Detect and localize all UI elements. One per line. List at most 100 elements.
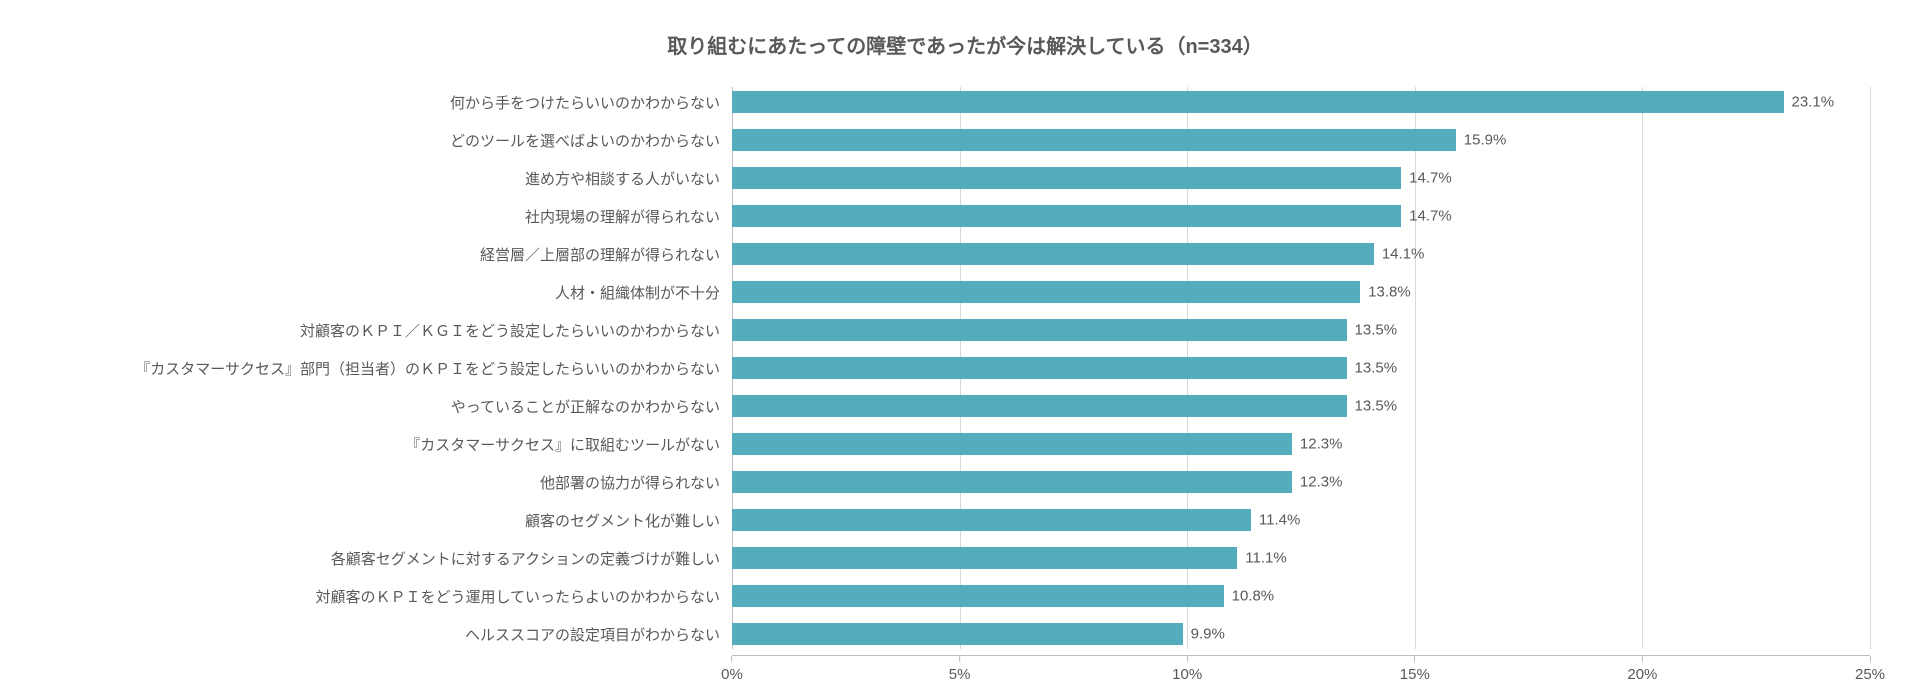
x-tick-mark	[1187, 656, 1188, 662]
bar-area: 9.9%	[732, 619, 1870, 649]
x-tick: 20%	[1627, 656, 1657, 683]
bar-area: 13.5%	[732, 391, 1870, 421]
bar-area: 23.1%	[732, 87, 1870, 117]
y-axis-label: やっていることが正解なのかわからない	[60, 396, 732, 417]
bar: 23.1%	[732, 91, 1784, 113]
y-axis-label: 対顧客のＫＰＩをどう運用していったらよいのかわからない	[60, 586, 732, 607]
bar-value-label: 11.1%	[1237, 550, 1286, 567]
y-axis-label: 『カスタマーサクセス』に取組むツールがない	[60, 434, 732, 455]
bar-value-label: 10.8%	[1224, 588, 1275, 605]
x-tick-label: 5%	[949, 666, 971, 683]
bar: 13.5%	[732, 395, 1347, 417]
bar: 9.9%	[732, 623, 1183, 645]
bar: 15.9%	[732, 129, 1456, 151]
bar-value-label: 12.3%	[1292, 474, 1343, 491]
x-tick: 0%	[721, 656, 743, 683]
y-axis-label: 進め方や相談する人がいない	[60, 168, 732, 189]
chart-container: 取り組むにあたっての障壁であったが今は解決している（n=334） 何から手をつけ…	[0, 0, 1930, 693]
chart-row: 進め方や相談する人がいない14.7%	[60, 163, 1870, 193]
x-tick-label: 15%	[1400, 666, 1430, 683]
bar-value-label: 23.1%	[1784, 94, 1835, 111]
bar-area: 11.4%	[732, 505, 1870, 535]
y-axis-label: 何から手をつけたらいいのかわからない	[60, 92, 732, 113]
chart-row: 社内現場の理解が得られない14.7%	[60, 201, 1870, 231]
bar-value-label: 13.8%	[1360, 284, 1411, 301]
bar-area: 13.5%	[732, 315, 1870, 345]
bar: 13.5%	[732, 357, 1347, 379]
bar: 13.5%	[732, 319, 1347, 341]
x-axis-ticks: 0%5%10%15%20%25%	[732, 655, 1870, 686]
x-tick-mark	[1414, 656, 1415, 662]
bar: 10.8%	[732, 585, 1224, 607]
bar: 12.3%	[732, 471, 1292, 493]
x-tick-label: 0%	[721, 666, 743, 683]
chart-row: 顧客のセグメント化が難しい11.4%	[60, 505, 1870, 535]
bar: 12.3%	[732, 433, 1292, 455]
bar-value-label: 12.3%	[1292, 436, 1343, 453]
y-axis-label: 経営層／上層部の理解が得られない	[60, 244, 732, 265]
y-axis-label: 他部署の協力が得られない	[60, 472, 732, 493]
y-axis-label: 顧客のセグメント化が難しい	[60, 510, 732, 531]
chart-row: 経営層／上層部の理解が得られない14.1%	[60, 239, 1870, 269]
bar-area: 11.1%	[732, 543, 1870, 573]
bar-value-label: 13.5%	[1347, 398, 1398, 415]
plot-area: 何から手をつけたらいいのかわからない23.1%どのツールを選べばよいのかわからな…	[60, 87, 1870, 649]
x-tick: 5%	[949, 656, 971, 683]
x-tick-mark	[1870, 656, 1871, 662]
chart-row: 何から手をつけたらいいのかわからない23.1%	[60, 87, 1870, 117]
y-axis-label: 対顧客のＫＰＩ／ＫＧＩをどう設定したらいいのかわからない	[60, 320, 732, 341]
bar-value-label: 14.1%	[1374, 246, 1425, 263]
bar-area: 10.8%	[732, 581, 1870, 611]
x-tick-mark	[732, 656, 733, 662]
chart-row: やっていることが正解なのかわからない13.5%	[60, 391, 1870, 421]
y-axis-label: ヘルススコアの設定項目がわからない	[60, 624, 732, 645]
bar: 14.1%	[732, 243, 1374, 265]
y-axis-label: 社内現場の理解が得られない	[60, 206, 732, 227]
x-tick: 15%	[1400, 656, 1430, 683]
x-tick-label: 20%	[1627, 666, 1657, 683]
bar-area: 14.7%	[732, 201, 1870, 231]
chart-row: 対顧客のＫＰＩをどう運用していったらよいのかわからない10.8%	[60, 581, 1870, 611]
y-axis-label: 『カスタマーサクセス』部門（担当者）のＫＰＩをどう設定したらいいのかわからない	[60, 358, 732, 379]
bar: 14.7%	[732, 205, 1401, 227]
chart-row: どのツールを選べばよいのかわからない15.9%	[60, 125, 1870, 155]
chart-row: ヘルススコアの設定項目がわからない9.9%	[60, 619, 1870, 649]
x-axis-spacer	[60, 655, 732, 686]
bar: 11.4%	[732, 509, 1251, 531]
x-tick-label: 10%	[1172, 666, 1202, 683]
bar-value-label: 15.9%	[1456, 132, 1507, 149]
bar-area: 12.3%	[732, 467, 1870, 497]
bar-value-label: 14.7%	[1401, 208, 1452, 225]
chart-title: 取り組むにあたっての障壁であったが今は解決している（n=334）	[60, 30, 1870, 59]
y-axis-label: 人材・組織体制が不十分	[60, 282, 732, 303]
bar-value-label: 14.7%	[1401, 170, 1452, 187]
x-tick-mark	[1642, 656, 1643, 662]
x-tick: 25%	[1855, 656, 1885, 683]
bar-area: 14.7%	[732, 163, 1870, 193]
y-axis-label: どのツールを選べばよいのかわからない	[60, 130, 732, 151]
y-axis-label: 各顧客セグメントに対するアクションの定義づけが難しい	[60, 548, 732, 569]
bar: 13.8%	[732, 281, 1360, 303]
chart-row: 『カスタマーサクセス』部門（担当者）のＫＰＩをどう設定したらいいのかわからない1…	[60, 353, 1870, 383]
bar: 11.1%	[732, 547, 1237, 569]
x-axis: 0%5%10%15%20%25%	[60, 655, 1870, 686]
bar-area: 14.1%	[732, 239, 1870, 269]
bar-area: 13.8%	[732, 277, 1870, 307]
chart-row: 『カスタマーサクセス』に取組むツールがない12.3%	[60, 429, 1870, 459]
gridline	[1870, 87, 1871, 649]
bar-area: 15.9%	[732, 125, 1870, 155]
x-tick: 10%	[1172, 656, 1202, 683]
bar-area: 13.5%	[732, 353, 1870, 383]
bar: 14.7%	[732, 167, 1401, 189]
bar-value-label: 13.5%	[1347, 360, 1398, 377]
x-tick-label: 25%	[1855, 666, 1885, 683]
bar-value-label: 9.9%	[1183, 626, 1225, 643]
bar-value-label: 13.5%	[1347, 322, 1398, 339]
chart-row: 対顧客のＫＰＩ／ＫＧＩをどう設定したらいいのかわからない13.5%	[60, 315, 1870, 345]
chart-row: 人材・組織体制が不十分13.8%	[60, 277, 1870, 307]
chart-row: 他部署の協力が得られない12.3%	[60, 467, 1870, 497]
chart-row: 各顧客セグメントに対するアクションの定義づけが難しい11.1%	[60, 543, 1870, 573]
x-tick-mark	[959, 656, 960, 662]
bar-value-label: 11.4%	[1251, 512, 1300, 529]
bar-area: 12.3%	[732, 429, 1870, 459]
